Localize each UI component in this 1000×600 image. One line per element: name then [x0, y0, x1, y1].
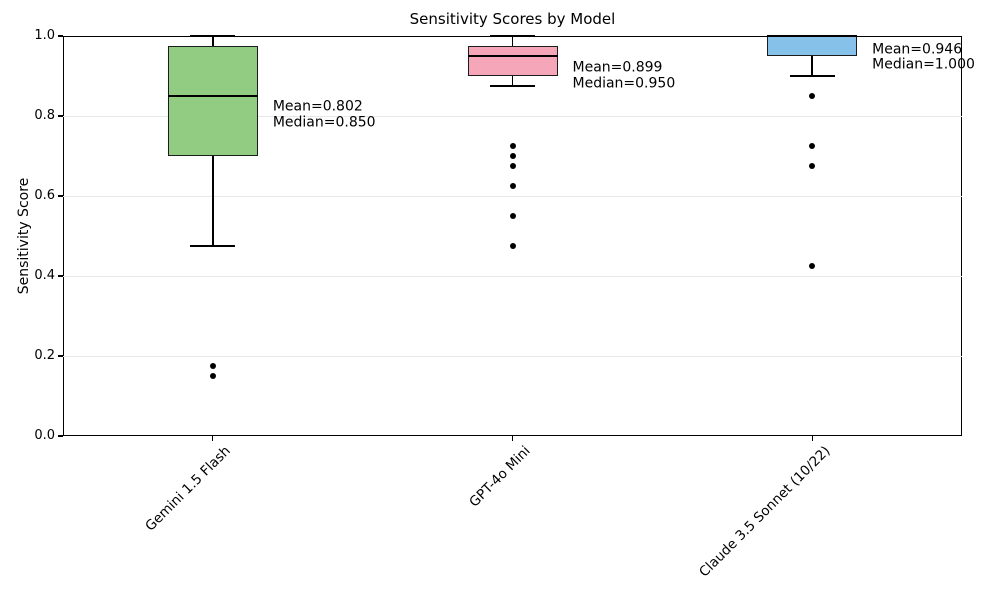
annotation-line: Median=1.000 [872, 56, 975, 73]
box-whisker-line [511, 76, 514, 86]
box-whisker-cap [190, 35, 236, 37]
outlier-point [509, 183, 516, 189]
y-tick-mark [58, 35, 63, 37]
x-tick-label: Claude 3.5 Sonnet (10/22) [696, 443, 834, 581]
y-tick-label: 0.2 [34, 348, 55, 363]
median-line [767, 35, 858, 37]
y-tick-label: 1.0 [34, 28, 55, 43]
y-tick-label: 0.8 [34, 108, 55, 123]
outlier-point [809, 163, 816, 169]
outlier-point [509, 163, 516, 169]
outlier-point [209, 363, 216, 369]
gridline [63, 195, 962, 197]
outlier-point [809, 93, 816, 99]
annotation-line: Median=0.850 [272, 114, 376, 131]
box-whisker-line [212, 36, 214, 46]
gridline [63, 355, 962, 357]
annotation-line: Mean=0.899 [572, 59, 663, 76]
x-tick-label: Gemini 1.5 Flash [142, 443, 235, 535]
mean-median-annotation: Mean=0.899 Median=0.950 [572, 59, 676, 92]
median-line [167, 95, 258, 97]
outlier-point [509, 143, 516, 149]
annotation-line: Median=0.950 [572, 75, 676, 92]
y-tick-mark [58, 115, 63, 117]
x-tick-mark [811, 436, 813, 441]
chart-title: Sensitivity Scores by Model [409, 10, 616, 28]
annotation-line: Mean=0.802 [272, 98, 363, 115]
median-line [467, 55, 558, 57]
box-body [767, 36, 858, 56]
box-whisker-cap [490, 85, 535, 87]
box-whisker-line [811, 56, 813, 76]
box-whisker-cap [789, 75, 835, 77]
box-body [167, 46, 258, 156]
y-tick-mark [58, 435, 63, 437]
box-whisker-line [212, 156, 214, 246]
y-tick-mark [58, 195, 63, 197]
outlier-point [509, 153, 516, 159]
annotation-line: Mean=0.946 [872, 41, 963, 58]
outlier-point [809, 263, 816, 269]
box-whisker-line [511, 36, 514, 46]
mean-median-annotation: Mean=0.946 Median=1.000 [872, 42, 975, 73]
outlier-point [809, 143, 816, 149]
gridline [63, 275, 962, 277]
box-whisker-cap [190, 245, 236, 247]
y-tick-label: 0.4 [34, 268, 55, 283]
outlier-point [509, 213, 516, 219]
outlier-point [209, 373, 216, 379]
mean-median-annotation: Mean=0.802 Median=0.850 [272, 98, 376, 131]
outlier-point [509, 243, 516, 249]
x-tick-mark [511, 436, 514, 441]
x-tick-label: GPT-4o Mini [466, 443, 534, 511]
y-tick-mark [58, 275, 63, 277]
gridline [63, 115, 962, 117]
y-tick-label: 0.6 [34, 188, 55, 203]
y-tick-mark [58, 355, 63, 357]
box-whisker-cap [490, 35, 535, 37]
x-tick-mark [212, 436, 214, 441]
box-body [467, 46, 558, 76]
y-tick-label: 0.0 [34, 428, 55, 443]
